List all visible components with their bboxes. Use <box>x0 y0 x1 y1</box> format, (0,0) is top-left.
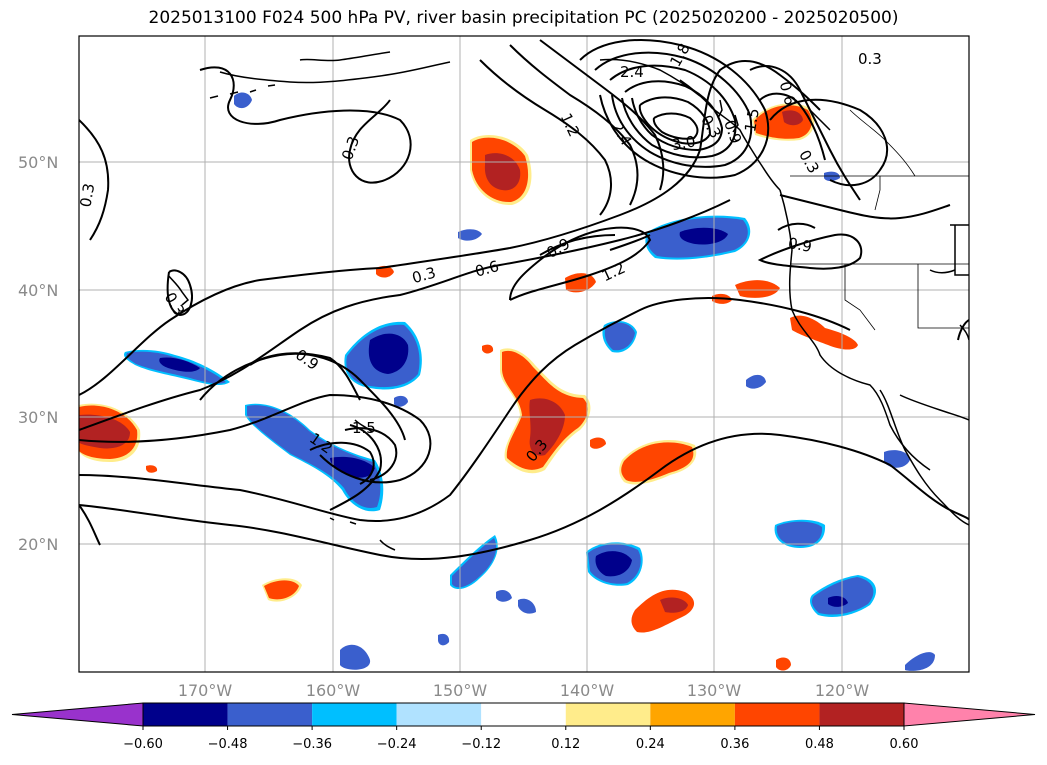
colorbar-outline <box>142 702 905 727</box>
lon-label-150w: 150°W <box>433 681 488 700</box>
svg-text:0.9: 0.9 <box>787 234 814 256</box>
svg-text:2.4: 2.4 <box>620 63 644 81</box>
colorbar-tick-label: 0.60 <box>890 737 919 752</box>
colorbar-segment <box>396 703 482 726</box>
map-frame <box>78 35 970 673</box>
svg-text:0.3: 0.3 <box>76 182 98 209</box>
colorbar-segment <box>819 703 904 726</box>
lat-label-40n: 40°N <box>18 281 58 300</box>
svg-text:0.3: 0.3 <box>410 263 438 287</box>
colorbar-tick-label: −0.24 <box>377 737 417 752</box>
lat-label-30n: 30°N <box>18 408 58 427</box>
map-background <box>79 36 969 672</box>
colorbar-tick-label: 0.24 <box>636 737 665 752</box>
negative-anomaly-region <box>124 92 935 671</box>
lon-label-160w: 160°W <box>306 681 361 700</box>
lat-label-20n: 20°N <box>18 535 58 554</box>
colorbar-segment <box>227 703 313 726</box>
colorbar-segment <box>481 703 566 726</box>
colorbar-tick-label: 0.36 <box>720 737 749 752</box>
colorbar-segment <box>143 703 228 726</box>
colorbar-tick-label: −0.36 <box>292 737 332 752</box>
colorbar-segment <box>734 703 820 726</box>
svg-text:3.0: 3.0 <box>670 132 697 154</box>
colorbar: −0.60 −0.48 −0.36 −0.24 −0.12 0.12 0.24 0.36 0.4… <box>11 702 1036 752</box>
colorbar-extend-max <box>903 702 1036 727</box>
svg-text:1.5: 1.5 <box>352 419 376 437</box>
colorbar-segment <box>650 703 735 726</box>
colorbar-extend-min <box>11 702 144 727</box>
lon-label-170w: 170°W <box>178 681 233 700</box>
colorbar-segment <box>312 703 397 726</box>
svg-text:0.3: 0.3 <box>858 50 882 68</box>
graticule <box>79 36 969 672</box>
lon-label-120w: 120°W <box>815 681 870 700</box>
lon-label-140w: 140°W <box>560 681 615 700</box>
latitude-labels: 50°N 40°N 30°N 20°N <box>18 153 58 554</box>
colorbar-tick-label: −0.60 <box>123 737 163 752</box>
svg-text:0.6: 0.6 <box>473 257 501 281</box>
colorbar-segment <box>565 703 651 726</box>
lat-label-50n: 50°N <box>18 153 58 172</box>
colorbar-tick-label: 0.48 <box>805 737 834 752</box>
lon-label-130w: 130°W <box>687 681 742 700</box>
coastlines <box>167 51 969 551</box>
svg-text:1.5: 1.5 <box>741 107 763 134</box>
colorbar-tick-label: 0.12 <box>551 737 580 752</box>
longitude-labels: 170°W 160°W 150°W 140°W 130°W 120°W <box>178 681 870 700</box>
precip-anomaly-fill <box>79 92 935 671</box>
pv-contours <box>79 39 969 560</box>
colorbar-tick-label: −0.48 <box>208 737 248 752</box>
map-title: 2025013100 F024 500 hPa PV, river basin … <box>148 8 899 28</box>
svg-text:0.6: 0.6 <box>776 79 800 107</box>
colorbar-tick-label: −0.12 <box>461 737 501 752</box>
